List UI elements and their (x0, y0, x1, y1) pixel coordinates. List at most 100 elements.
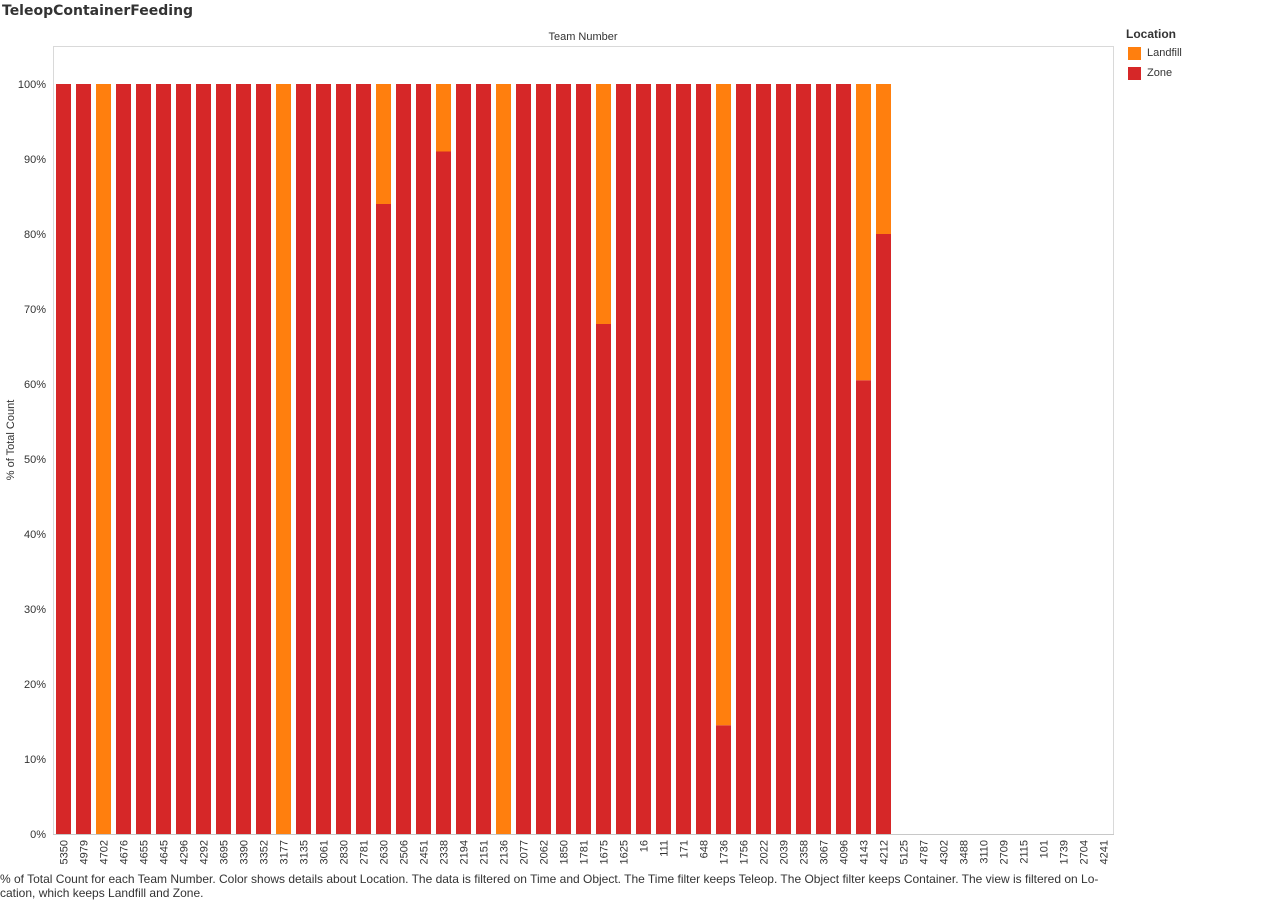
bar-segment-zone-2039[interactable] (776, 84, 791, 834)
bar-segment-zone-1625[interactable] (616, 84, 631, 834)
bar-segment-zone-2506[interactable] (396, 84, 411, 834)
x-tick-label: 4702 (99, 840, 111, 864)
bar-segment-zone-3390[interactable] (236, 84, 251, 834)
x-tick-label: 1781 (579, 840, 591, 864)
x-tick-label: 5350 (59, 840, 71, 864)
bar-segment-landfill-4212[interactable] (876, 84, 891, 234)
x-tick-label: 4143 (859, 840, 871, 864)
x-tick-label: 2115 (1019, 840, 1031, 864)
y-tick-label: 50% (24, 454, 46, 466)
x-tick-label: 3135 (299, 840, 311, 864)
bar-segment-zone-4212[interactable] (876, 234, 891, 834)
bar-segment-landfill-4702[interactable] (96, 84, 111, 834)
legend-item-zone[interactable]: Zone (1126, 63, 1256, 83)
bar-segment-zone-1675[interactable] (596, 324, 611, 834)
bar-segment-zone-3695[interactable] (216, 84, 231, 834)
x-tick-label: 101 (1039, 840, 1051, 858)
bar-segment-zone-2451[interactable] (416, 84, 431, 834)
bar-segment-zone-4296[interactable] (176, 84, 191, 834)
bar-segment-zone-2194[interactable] (456, 84, 471, 834)
legend-item-landfill[interactable]: Landfill (1126, 43, 1256, 63)
sheet-title: TeleopContainerFeeding (2, 3, 194, 19)
x-tick-label: 2630 (379, 840, 391, 864)
bar-segment-zone-2062[interactable] (536, 84, 551, 834)
bar-segment-zone-4645[interactable] (156, 84, 171, 834)
y-tick-label: 30% (24, 604, 46, 616)
x-tick-label: 2062 (539, 840, 551, 864)
bar-segment-landfill-3177[interactable] (276, 84, 291, 834)
y-axis-title: % of Total Count (5, 400, 17, 481)
x-tick-label: 1625 (619, 840, 631, 864)
x-tick-label: 2451 (419, 840, 431, 864)
bar-segment-zone-2151[interactable] (476, 84, 491, 834)
x-tick-label: 5125 (899, 840, 911, 864)
caption: % of Total Count for each Team Number. C… (0, 872, 1099, 900)
bar-segment-zone-4676[interactable] (116, 84, 131, 834)
x-tick-label: 4302 (939, 840, 951, 864)
bar-segment-zone-3067[interactable] (816, 84, 831, 834)
bar-segment-zone-1781[interactable] (576, 84, 591, 834)
bar-segment-zone-2830[interactable] (336, 84, 351, 834)
y-tick-label: 60% (24, 379, 46, 391)
y-tick-label: 90% (24, 154, 46, 166)
bar-segment-zone-1736[interactable] (716, 725, 731, 834)
bar-segment-zone-171[interactable] (676, 84, 691, 834)
bar-segment-zone-111[interactable] (656, 84, 671, 834)
x-tick-label: 2136 (499, 840, 511, 864)
bar-segment-landfill-1675[interactable] (596, 84, 611, 324)
bar-segment-zone-3352[interactable] (256, 84, 271, 834)
bar-segment-zone-5350[interactable] (56, 84, 71, 834)
x-tick-label: 2194 (459, 840, 471, 864)
bar-segment-landfill-2338[interactable] (436, 84, 451, 152)
bar-segment-zone-2781[interactable] (356, 84, 371, 834)
y-tick-label: 0% (30, 829, 46, 841)
bar-segment-zone-2358[interactable] (796, 84, 811, 834)
bars-group (56, 84, 891, 834)
x-tick-label: 171 (679, 840, 691, 858)
bar-segment-zone-2630[interactable] (376, 204, 391, 834)
bar-segment-landfill-2630[interactable] (376, 84, 391, 204)
y-tick-label: 20% (24, 679, 46, 691)
column-header: Team Number (548, 31, 617, 43)
bar-segment-zone-4096[interactable] (836, 84, 851, 834)
legend-swatch-landfill (1128, 46, 1141, 60)
bar-segment-zone-4979[interactable] (76, 84, 91, 834)
y-tick-label: 10% (24, 754, 46, 766)
x-tick-label: 2781 (359, 840, 371, 864)
bar-segment-zone-4655[interactable] (136, 84, 151, 834)
x-tick-label: 4655 (139, 840, 151, 864)
bar-segment-zone-2338[interactable] (436, 151, 451, 835)
x-tick-label: 4676 (119, 840, 131, 864)
x-tick-label: 3352 (259, 840, 271, 864)
bar-segment-zone-2077[interactable] (516, 84, 531, 834)
legend-label: Landfill (1147, 47, 1182, 59)
bar-segment-landfill-1736[interactable] (716, 84, 731, 726)
x-tick-label: 2358 (799, 840, 811, 864)
x-tick-label: 1736 (719, 840, 731, 864)
x-tick-label: 2704 (1079, 840, 1091, 864)
bar-segment-zone-16[interactable] (636, 84, 651, 834)
x-tick-label: 3488 (959, 840, 971, 864)
bar-segment-zone-648[interactable] (696, 84, 711, 834)
x-tick-label: 2151 (479, 840, 491, 864)
bar-segment-zone-4143[interactable] (856, 380, 871, 834)
legend-title: Location (1126, 27, 1176, 41)
x-tick-label: 3695 (219, 840, 231, 864)
x-tick-label: 3061 (319, 840, 331, 864)
bar-segment-landfill-2136[interactable] (496, 84, 511, 834)
bar-segment-zone-3135[interactable] (296, 84, 311, 834)
x-tick-label: 4979 (79, 840, 91, 864)
x-tick-label: 2506 (399, 840, 411, 864)
bar-segment-zone-2022[interactable] (756, 84, 771, 834)
x-tick-label: 4212 (879, 840, 891, 864)
bar-segment-zone-1850[interactable] (556, 84, 571, 834)
bar-segment-landfill-4143[interactable] (856, 84, 871, 381)
legend-label: Zone (1147, 67, 1173, 79)
bar-segment-zone-1756[interactable] (736, 84, 751, 834)
x-tick-label: 111 (659, 840, 671, 857)
x-tick-label: 2709 (999, 840, 1011, 864)
bar-segment-zone-3061[interactable] (316, 84, 331, 834)
legend-swatch-zone (1128, 66, 1141, 80)
bar-segment-zone-4292[interactable] (196, 84, 211, 834)
x-tick-label: 3110 (979, 840, 991, 864)
